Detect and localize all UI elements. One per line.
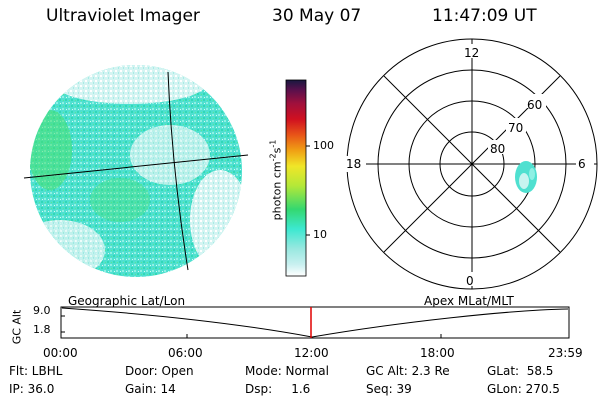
info-mode: Mode: Normal	[245, 364, 329, 378]
info-seq: Seq: 39	[366, 382, 412, 396]
info-ip: IP: 36.0	[9, 382, 55, 396]
auroral-emission-patch	[515, 161, 537, 193]
timeline-xtick-0600: 06:00	[168, 346, 203, 360]
mlt-label-6: 6	[578, 157, 586, 171]
mlt-label-18: 18	[346, 157, 362, 171]
altitude-timeline-plot	[60, 306, 570, 339]
info-gc-alt: GC Alt: 2.3 Re	[366, 364, 450, 378]
timeline-xtick-2359: 23:59	[548, 346, 583, 360]
longitude-line	[167, 71, 189, 271]
mlt-label-0: 0	[466, 274, 474, 288]
colorbar-tick-100: 100	[313, 139, 334, 152]
earth-disk-image	[23, 65, 249, 277]
mlt-label-12: 12	[464, 46, 480, 60]
altitude-curve	[61, 307, 569, 338]
latitude-line	[23, 154, 249, 179]
timeline-left-title: Geographic Lat/Lon	[68, 294, 186, 308]
timeline-axis-label: GC Alt	[10, 309, 24, 345]
info-gain: Gain: 14	[125, 382, 176, 396]
instrument-title: Ultraviolet Imager	[46, 6, 200, 26]
timeline-xtick-0000: 00:00	[43, 346, 78, 360]
timeline-right-title: Apex MLat/MLT	[424, 294, 514, 308]
timeline-xtick-1200: 12:00	[294, 346, 329, 360]
timeline-ytick-1: 1.8	[33, 323, 51, 336]
info-dsp: Dsp: 1.6	[245, 382, 311, 396]
info-filter: Flt: LBHL	[9, 364, 63, 378]
info-door: Door: Open	[125, 364, 194, 378]
mlat-label-60: 60	[527, 98, 543, 112]
mlat-label-80: 80	[490, 142, 506, 156]
timeline-xtick-1800: 18:00	[420, 346, 455, 360]
intensity-colorbar	[285, 79, 310, 277]
info-glat: GLat: 58.5	[487, 364, 554, 378]
image-time: 11:47:09 UT	[432, 6, 537, 26]
info-glon: GLon: 270.5	[487, 382, 560, 396]
mlat-label-70: 70	[508, 121, 524, 135]
timeline-ytick-9: 9.0	[33, 304, 51, 317]
colorbar-tick-10: 10	[313, 228, 327, 241]
image-date: 30 May 07	[272, 6, 362, 26]
colorbar-unit-label: photon cm-2s-1	[268, 139, 284, 221]
polar-mlat-mlt-plot	[342, 38, 598, 290]
